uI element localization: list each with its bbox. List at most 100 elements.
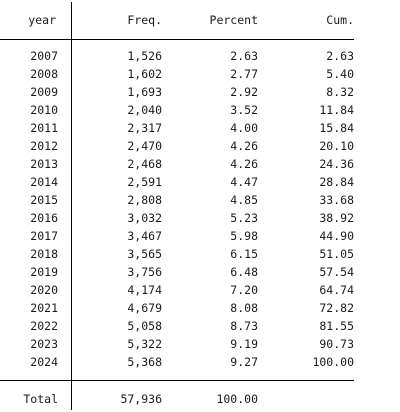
row-cum: 15.84 <box>319 121 354 135</box>
row-percent: 2.77 <box>230 67 258 81</box>
row-cum: 81.55 <box>319 319 354 333</box>
header-cum: Cum. <box>326 13 354 27</box>
total-label: Total <box>23 392 58 406</box>
row-percent: 3.52 <box>230 103 258 117</box>
header-freq: Freq. <box>127 13 162 27</box>
table-row: 2007 1,526 2.63 2.63 <box>0 47 354 65</box>
row-freq: 3,756 <box>127 265 162 279</box>
row-freq: 1,526 <box>127 49 162 63</box>
row-freq: 2,317 <box>127 121 162 135</box>
row-cum: 44.90 <box>319 229 354 243</box>
row-percent: 9.27 <box>230 355 258 369</box>
row-cum: 100.00 <box>312 355 354 369</box>
row-freq: 3,565 <box>127 247 162 261</box>
total-rule <box>0 380 354 381</box>
row-freq: 4,679 <box>127 301 162 315</box>
row-freq: 1,693 <box>127 85 162 99</box>
row-year: 2017 <box>30 229 58 243</box>
row-freq: 1,602 <box>127 67 162 81</box>
header-year: year <box>28 13 56 27</box>
row-year: 2019 <box>30 265 58 279</box>
row-year: 2023 <box>30 337 58 351</box>
row-percent: 8.73 <box>230 319 258 333</box>
row-year: 2009 <box>30 85 58 99</box>
row-freq: 5,058 <box>127 319 162 333</box>
table-row: 2023 5,322 9.19 90.73 <box>0 335 354 353</box>
column-divider <box>71 2 72 410</box>
row-freq: 3,032 <box>127 211 162 225</box>
row-percent: 9.19 <box>230 337 258 351</box>
header-rule <box>0 39 354 40</box>
table-row: 2022 5,058 8.73 81.55 <box>0 317 354 335</box>
row-percent: 8.08 <box>230 301 258 315</box>
table-row: 2009 1,693 2.92 8.32 <box>0 83 354 101</box>
row-freq: 4,174 <box>127 283 162 297</box>
row-percent: 4.47 <box>230 175 258 189</box>
row-freq: 2,808 <box>127 193 162 207</box>
row-cum: 72.82 <box>319 301 354 315</box>
table-row: 2014 2,591 4.47 28.84 <box>0 173 354 191</box>
total-freq: 57,936 <box>120 392 162 406</box>
table-row: 2013 2,468 4.26 24.36 <box>0 155 354 173</box>
row-percent: 4.85 <box>230 193 258 207</box>
row-cum: 28.84 <box>319 175 354 189</box>
row-cum: 51.05 <box>319 247 354 261</box>
row-percent: 6.15 <box>230 247 258 261</box>
row-freq: 2,468 <box>127 157 162 171</box>
table-row: 2021 4,679 8.08 72.82 <box>0 299 354 317</box>
table-row: 2018 3,565 6.15 51.05 <box>0 245 354 263</box>
table-row: 2010 2,040 3.52 11.84 <box>0 101 354 119</box>
row-year: 2013 <box>30 157 58 171</box>
table-row: 2011 2,317 4.00 15.84 <box>0 119 354 137</box>
row-freq: 2,591 <box>127 175 162 189</box>
table-row: 2024 5,368 9.27 100.00 <box>0 353 354 371</box>
table-row: 2015 2,808 4.85 33.68 <box>0 191 354 209</box>
row-percent: 2.92 <box>230 85 258 99</box>
row-cum: 8.32 <box>326 85 354 99</box>
row-cum: 11.84 <box>319 103 354 117</box>
row-year: 2022 <box>30 319 58 333</box>
row-cum: 2.63 <box>326 49 354 63</box>
row-year: 2014 <box>30 175 58 189</box>
row-percent: 5.23 <box>230 211 258 225</box>
table-header: year Freq. Percent Cum. <box>0 11 354 29</box>
table-row: 2012 2,470 4.26 20.10 <box>0 137 354 155</box>
row-cum: 5.40 <box>326 67 354 81</box>
row-year: 2012 <box>30 139 58 153</box>
row-percent: 7.20 <box>230 283 258 297</box>
table-row: 2019 3,756 6.48 57.54 <box>0 263 354 281</box>
row-year: 2010 <box>30 103 58 117</box>
header-percent: Percent <box>209 13 258 27</box>
row-cum: 33.68 <box>319 193 354 207</box>
row-year: 2021 <box>30 301 58 315</box>
row-percent: 6.48 <box>230 265 258 279</box>
row-percent: 4.26 <box>230 157 258 171</box>
row-year: 2016 <box>30 211 58 225</box>
row-cum: 64.74 <box>319 283 354 297</box>
row-percent: 4.26 <box>230 139 258 153</box>
row-freq: 2,040 <box>127 103 162 117</box>
row-year: 2024 <box>30 355 58 369</box>
row-year: 2018 <box>30 247 58 261</box>
row-freq: 5,368 <box>127 355 162 369</box>
row-year: 2015 <box>30 193 58 207</box>
table-row: 2020 4,174 7.20 64.74 <box>0 281 354 299</box>
row-freq: 5,322 <box>127 337 162 351</box>
row-year: 2011 <box>30 121 58 135</box>
table-row: 2008 1,602 2.77 5.40 <box>0 65 354 83</box>
row-year: 2020 <box>30 283 58 297</box>
row-year: 2007 <box>30 49 58 63</box>
row-percent: 4.00 <box>230 121 258 135</box>
row-cum: 24.36 <box>319 157 354 171</box>
table-row: 2017 3,467 5.98 44.90 <box>0 227 354 245</box>
row-cum: 90.73 <box>319 337 354 351</box>
total-row: Total 57,936 100.00 <box>0 390 354 408</box>
row-percent: 2.63 <box>230 49 258 63</box>
row-percent: 5.98 <box>230 229 258 243</box>
row-freq: 2,470 <box>127 139 162 153</box>
row-cum: 38.92 <box>319 211 354 225</box>
row-freq: 3,467 <box>127 229 162 243</box>
row-cum: 57.54 <box>319 265 354 279</box>
row-cum: 20.10 <box>319 139 354 153</box>
